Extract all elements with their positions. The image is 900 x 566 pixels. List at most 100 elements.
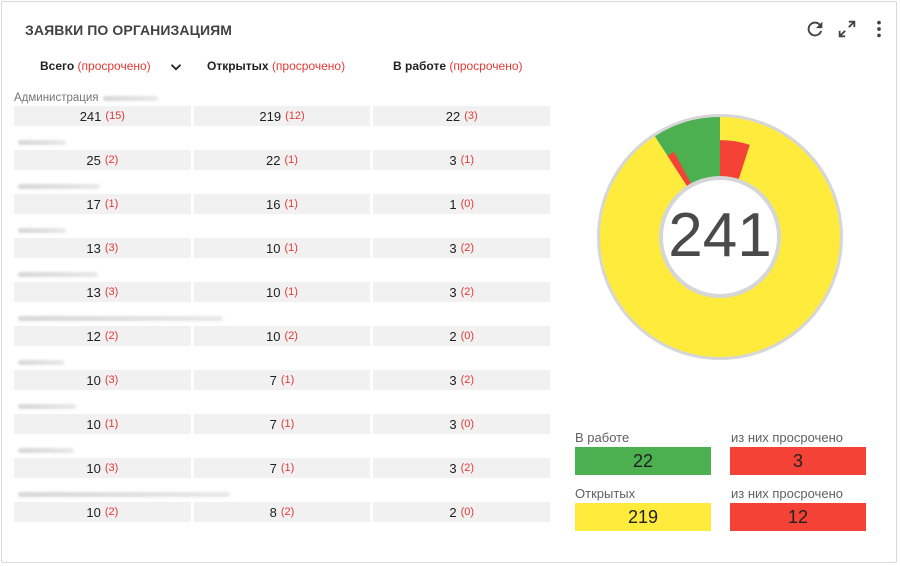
expand-icon[interactable] (836, 18, 858, 40)
cell-overdue: (2) (460, 286, 475, 298)
redacted-organization-name (18, 315, 223, 321)
cell-value: 16 (266, 196, 281, 212)
table-row[interactable]: 17 (1) 16 (1) 1 (0) (14, 194, 550, 214)
cell-value: 17 (86, 196, 101, 212)
donut-hole (659, 176, 781, 298)
donut-segment-in_work[interactable] (654, 117, 720, 188)
table-cell-total: 10 (2) (14, 502, 191, 522)
redacted-organization-name (18, 139, 66, 145)
cell-value: 10 (266, 328, 281, 344)
legend-open-overdue-label: из них просрочено (731, 486, 843, 501)
cell-overdue: (3) (104, 374, 119, 386)
table-cell-work: 1 (0) (373, 194, 550, 214)
table-cell-open: 16 (1) (193, 194, 371, 214)
donut-segment-open[interactable] (600, 117, 840, 357)
cell-overdue: (1) (284, 154, 298, 166)
table-cell-total: 13 (3) (14, 282, 191, 302)
table-row[interactable]: 10 (3) 7 (1) 3 (2) (14, 458, 550, 478)
legend-in-work-overdue-label: из них просрочено (731, 430, 843, 445)
table-row[interactable]: 12 (2) 10 (2) 2 (0) (14, 326, 550, 346)
table-row[interactable]: 10 (1) 7 (1) 3 (0) (14, 414, 550, 434)
donut-segment-open-overdue[interactable] (720, 140, 750, 181)
cell-overdue: (2) (284, 330, 298, 342)
cell-value: 3 (449, 240, 457, 256)
cell-overdue: (3) (104, 286, 119, 298)
table-cell-open: 7 (1) (193, 458, 371, 478)
chevron-down-icon[interactable] (167, 58, 185, 76)
table-row[interactable]: 25 (2) 22 (1) 3 (1) (14, 150, 550, 170)
legend-in-work-value: 22 (575, 447, 711, 475)
table-cell-work: 3 (1) (373, 150, 550, 170)
cell-overdue: (1) (284, 198, 298, 210)
table-cell-open: 7 (1) (193, 414, 371, 434)
table-row[interactable]: 13 (3) 10 (1) 3 (2) (14, 282, 550, 302)
cell-value: 2 (449, 504, 457, 520)
table-cell-work: 2 (0) (373, 326, 550, 346)
table-cell-total: 13 (3) (14, 238, 191, 258)
cell-value: 13 (86, 284, 101, 300)
table-cell-total: 10 (3) (14, 370, 191, 390)
column-header-total-overdue: (просрочено) (77, 59, 151, 73)
cell-value: 10 (266, 240, 281, 256)
table-row[interactable]: 10 (2) 8 (2) 2 (0) (14, 502, 550, 522)
cell-overdue: (1) (104, 198, 119, 210)
cell-value: 10 (266, 284, 281, 300)
donut-center-total: 241 (668, 201, 772, 270)
redacted-organization-name (18, 491, 230, 497)
cell-value: 8 (269, 504, 277, 520)
cell-overdue: (1) (280, 418, 295, 430)
column-header-open-label: Открытых (207, 59, 269, 73)
column-header-open[interactable]: Открытых (просрочено) (207, 59, 345, 73)
table-cell-work: 3 (2) (373, 458, 550, 478)
redacted-organization-name (18, 227, 66, 233)
cell-overdue: (3) (104, 462, 119, 474)
table-cell-total: 25 (2) (14, 150, 191, 170)
organization-name (14, 310, 550, 326)
table-row[interactable]: 13 (3) 10 (1) 3 (2) (14, 238, 550, 258)
cell-overdue: (2) (104, 154, 119, 166)
cell-overdue: (1) (280, 462, 295, 474)
redacted-organization-name (18, 359, 64, 365)
table-cell-work: 22 (3) (373, 106, 550, 126)
table-cell-total: 10 (3) (14, 458, 191, 478)
table-cell-open: 22 (1) (193, 150, 371, 170)
table-cell-total: 12 (2) (14, 326, 191, 346)
column-header-in-work[interactable]: В работе (просрочено) (393, 59, 523, 73)
organization-name (14, 222, 550, 238)
cell-value: 3 (449, 460, 457, 476)
refresh-icon[interactable] (804, 18, 826, 40)
cell-value: 3 (449, 416, 457, 432)
table-cell-total: 241 (15) (14, 106, 191, 126)
table-cell-open: 10 (2) (193, 326, 371, 346)
organization-name (14, 398, 550, 414)
legend-in-work-overdue-value: 3 (730, 447, 866, 475)
organization-name (14, 486, 550, 502)
cell-overdue: (3) (464, 110, 478, 122)
cell-value: 12 (86, 328, 101, 344)
organization-name (14, 134, 550, 150)
table-row[interactable]: 241 (15) 219 (12) 22 (3) (14, 106, 550, 126)
column-header-in-work-label: В работе (393, 59, 446, 73)
more-vert-icon[interactable] (868, 18, 890, 40)
column-header-in-work-overdue: (просрочено) (449, 59, 523, 73)
cell-overdue: (2) (460, 374, 475, 386)
cell-value: 10 (86, 504, 101, 520)
cell-overdue: (0) (460, 418, 475, 430)
redacted-organization-name (18, 183, 100, 189)
cell-overdue: (2) (280, 506, 295, 518)
cell-overdue: (0) (460, 198, 475, 210)
cell-value: 7 (269, 372, 277, 388)
redacted-organization-name (18, 447, 74, 453)
organization-name (14, 266, 550, 282)
table-cell-work: 3 (0) (373, 414, 550, 434)
cell-overdue: (3) (104, 242, 119, 254)
column-header-total-label: Всего (40, 59, 75, 73)
donut-segment-in_work-overdue[interactable] (667, 151, 692, 188)
legend-open-value: 219 (575, 503, 711, 531)
cell-value: 3 (449, 372, 457, 388)
cell-value: 3 (449, 152, 457, 168)
cell-overdue: (0) (460, 330, 475, 342)
column-header-total[interactable]: Всего (просрочено) (40, 59, 151, 73)
table-cell-work: 3 (2) (373, 238, 550, 258)
table-row[interactable]: 10 (3) 7 (1) 3 (2) (14, 370, 550, 390)
